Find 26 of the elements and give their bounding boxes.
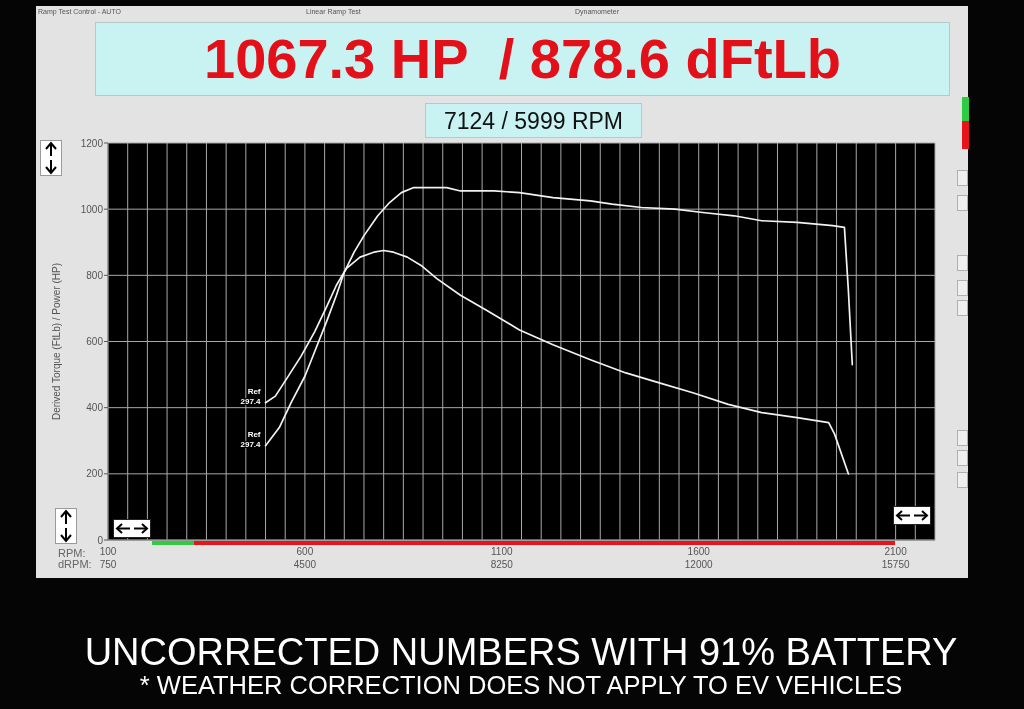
x-tick-label: 2100 — [884, 546, 908, 558]
x-tick-label: 600 — [296, 546, 314, 558]
x-axis-title: RPM: — [58, 547, 86, 559]
annotation: Ref 297.4 — [240, 430, 262, 450]
y-tick-label: 200 — [86, 468, 104, 480]
chart-subtitle: 7124 / 5999 RPM — [443, 107, 623, 134]
x2-tick-label: 12000 — [684, 559, 714, 570]
x2-tick-label: 750 — [99, 559, 117, 570]
annotation: Ref 297.4 — [240, 387, 262, 407]
y-axis-title: Derived Torque (FtLb) / Power (HP) — [50, 262, 62, 421]
y-tick-label: 1000 — [80, 203, 104, 215]
x-tick-label: 1600 — [687, 546, 711, 558]
y-tick-label: 1200 — [80, 137, 104, 149]
x-tick-label: 1100 — [491, 546, 513, 558]
y-tick-label: 0 — [97, 534, 104, 546]
x2-tick-label: 4500 — [293, 559, 317, 570]
x2-tick-label: 15750 — [881, 559, 910, 570]
x2-tick-label: 8250 — [490, 559, 514, 570]
y-tick-label: 800 — [86, 269, 104, 281]
text: * WEATHER CORRECTION DOES NOT APPLY TO EV VEHICLES — [138, 671, 904, 700]
text: UNCORRECTED NUMBERS WITH 91% BATTERY — [83, 631, 959, 674]
x-tick-label: 100 — [99, 546, 117, 558]
y-tick-label: 400 — [86, 402, 104, 414]
x2-axis-title: dRPM: — [58, 558, 92, 570]
chart-title: 1067.3 HP / 878.6 dFtLb — [203, 27, 842, 90]
y-tick-label: 600 — [86, 336, 104, 348]
